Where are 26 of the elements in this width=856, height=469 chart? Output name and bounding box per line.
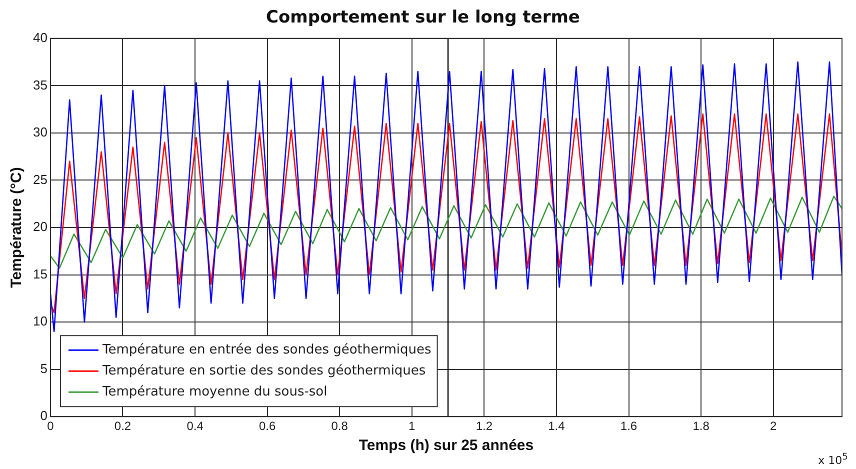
y-tick-label: 5 xyxy=(40,360,48,376)
y-tick-label: 30 xyxy=(32,124,48,140)
x-tick-label: 1.2 xyxy=(476,419,493,434)
x-tick-label: 0.8 xyxy=(331,419,348,434)
x-tick-label: 1.4 xyxy=(548,419,566,434)
x-tick-label: 1 xyxy=(408,419,416,434)
x-tick-label: 0.4 xyxy=(186,419,204,434)
x-axis-title: Temps (h) sur 25 années xyxy=(358,437,534,454)
x-tick-label: 0.2 xyxy=(114,419,132,434)
y-tick-label: 40 xyxy=(32,30,48,45)
legend-label: Température moyenne du sous-sol xyxy=(101,384,328,400)
y-tick-label: 35 xyxy=(32,77,48,92)
legend-label: Température en entrée des sondes géothermiques xyxy=(101,342,432,358)
y-tick-label: 20 xyxy=(32,219,48,234)
y-axis-title: Température (°C) xyxy=(8,167,26,288)
chart-title: Comportement sur le long terme xyxy=(266,8,580,28)
legend-label: Température en sortie des sondes géothermiques xyxy=(101,363,426,378)
text: x 10$^{5}$ xyxy=(818,451,848,467)
x-tick-label: 1.8 xyxy=(692,419,710,434)
x-tick-label: 2 xyxy=(770,419,777,434)
y-tick-label: 25 xyxy=(32,172,48,187)
y-tick-label: 0 xyxy=(40,408,48,424)
x-tick-label: 1.6 xyxy=(620,419,638,434)
x-tick-label: 0.6 xyxy=(258,419,276,434)
y-tick-label: 10 xyxy=(32,314,48,329)
y-tick-label: 15 xyxy=(32,266,48,282)
